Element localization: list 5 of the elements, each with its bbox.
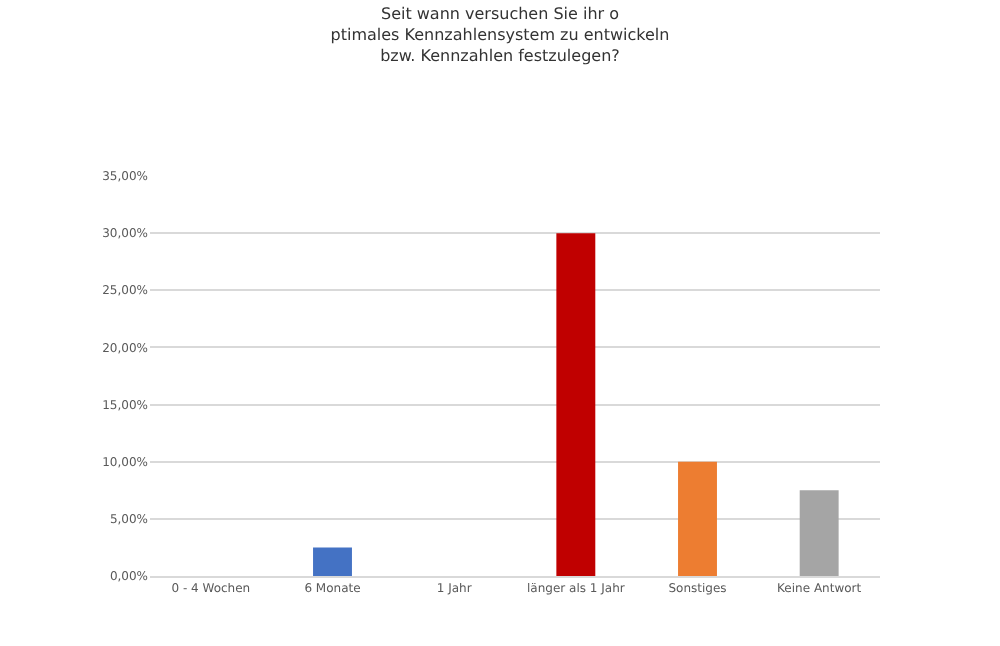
bar	[799, 490, 839, 576]
bar	[556, 233, 596, 576]
bar	[678, 461, 717, 576]
chart-title: Seit wann versuchen Sie ihr o ptimales Kennzahlensystem zu entwickeln bzw. Kennzahlen festzulegen?	[330, 5, 670, 65]
bar	[313, 547, 352, 576]
